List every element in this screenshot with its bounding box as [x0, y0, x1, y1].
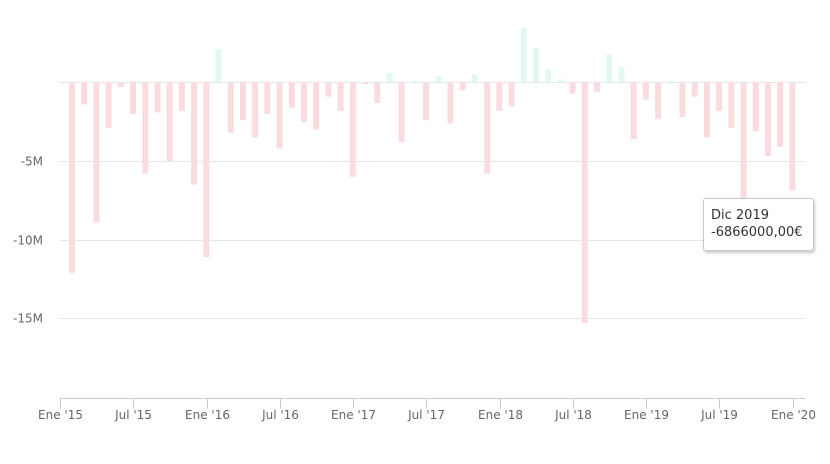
tooltip-value: -6866000,00€ — [711, 225, 803, 240]
bar[interactable] — [325, 82, 332, 97]
bar[interactable] — [520, 27, 527, 83]
bar[interactable] — [496, 82, 503, 111]
bar[interactable] — [410, 80, 417, 83]
bar[interactable] — [435, 76, 442, 83]
bar[interactable] — [130, 82, 137, 114]
bar[interactable] — [630, 82, 637, 140]
bar[interactable] — [594, 82, 601, 92]
x-tick-label: Ene '17 — [331, 408, 376, 422]
bar[interactable] — [691, 82, 698, 97]
bar[interactable] — [142, 82, 149, 174]
bar[interactable] — [569, 82, 576, 94]
bar[interactable] — [606, 54, 613, 83]
bar[interactable] — [618, 66, 625, 83]
bar[interactable] — [459, 82, 466, 91]
x-tick-label: Jul '16 — [261, 408, 299, 422]
x-axis — [60, 398, 805, 409]
bar[interactable] — [154, 82, 161, 113]
bar[interactable] — [191, 82, 198, 185]
bar[interactable] — [386, 73, 393, 83]
x-tick-label: Ene '20 — [771, 408, 816, 422]
x-tick-label: Jul '17 — [407, 408, 445, 422]
bar[interactable] — [93, 82, 100, 223]
bar[interactable] — [655, 82, 662, 119]
bar[interactable] — [203, 82, 210, 257]
bar[interactable] — [728, 82, 735, 129]
bar[interactable] — [545, 69, 552, 83]
x-tick-label: Jul '18 — [554, 408, 592, 422]
bar[interactable] — [716, 82, 723, 111]
bar[interactable] — [288, 82, 295, 108]
bar[interactable] — [740, 82, 747, 199]
bar[interactable] — [81, 82, 88, 105]
bar[interactable] — [471, 74, 478, 83]
bar[interactable] — [252, 82, 259, 138]
y-tick-label: -5M — [21, 155, 43, 169]
bar[interactable] — [69, 82, 75, 273]
bar[interactable] — [703, 82, 710, 138]
tooltip: Dic 2019 -6866000,00€ — [703, 198, 814, 251]
bar[interactable] — [667, 80, 674, 83]
bar[interactable] — [362, 82, 369, 85]
bar[interactable] — [239, 82, 246, 121]
bar[interactable] — [508, 82, 515, 107]
bar[interactable] — [300, 82, 307, 122]
bar[interactable] — [337, 82, 344, 111]
bar[interactable] — [166, 82, 173, 162]
x-tick-label: Ene '16 — [185, 408, 230, 422]
bar[interactable] — [752, 82, 759, 132]
bar[interactable] — [178, 82, 185, 111]
bar[interactable] — [276, 82, 283, 149]
x-tick-label: Jul '19 — [700, 408, 738, 422]
bar[interactable] — [777, 82, 784, 147]
bar[interactable] — [423, 82, 430, 121]
x-tick-label: Ene '19 — [624, 408, 669, 422]
x-axis-labels: Ene '15 Jul '15 Ene '16 Jul '16 Ene '17 Jul '… — [38, 408, 816, 422]
bar[interactable] — [557, 79, 564, 83]
y-tick-label: -15M — [13, 312, 43, 326]
y-tick-label: -10M — [13, 234, 43, 248]
x-tick-label: Ene '18 — [478, 408, 523, 422]
bar[interactable] — [227, 82, 234, 133]
x-tick-label: Jul '15 — [114, 408, 152, 422]
tooltip-title: Dic 2019 — [711, 208, 769, 223]
bar[interactable] — [679, 82, 686, 118]
bar[interactable] — [532, 47, 539, 83]
bar[interactable] — [789, 82, 796, 191]
bar[interactable] — [374, 82, 381, 103]
bar[interactable] — [581, 82, 588, 324]
bar[interactable] — [117, 82, 124, 88]
x-tick-label: Ene '15 — [38, 408, 83, 422]
bar[interactable] — [764, 82, 771, 157]
bar[interactable] — [447, 82, 454, 124]
bar[interactable] — [398, 82, 405, 143]
bar[interactable] — [264, 82, 271, 114]
bars — [69, 27, 796, 324]
bar[interactable] — [215, 49, 222, 83]
bar[interactable] — [105, 82, 112, 129]
y-axis-labels: -5M -10M -15M — [13, 155, 43, 326]
bar[interactable] — [642, 82, 649, 100]
bar[interactable] — [349, 82, 356, 177]
bar[interactable] — [313, 82, 320, 130]
bar[interactable] — [484, 82, 491, 174]
